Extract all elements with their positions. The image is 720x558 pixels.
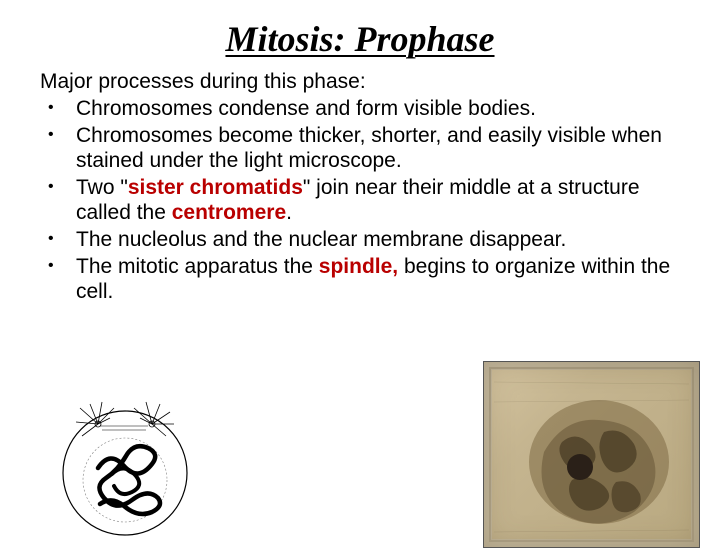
list-item: Chromosomes condense and form visible bo… [40, 96, 680, 122]
intro-text: Major processes during this phase: [40, 70, 680, 94]
prophase-micrograph [483, 361, 700, 548]
prophase-diagram [40, 378, 210, 548]
slide-title: Mitosis: Prophase [0, 18, 720, 60]
list-item: The nucleolus and the nuclear membrane d… [40, 227, 680, 253]
list-item: Chromosomes become thicker, shorter, and… [40, 123, 680, 174]
list-item: Two "sister chromatids" join near their … [40, 175, 680, 226]
image-row [40, 361, 700, 548]
list-item: The mitotic apparatus the spindle, begin… [40, 254, 680, 305]
bullet-list: Chromosomes condense and form visible bo… [40, 96, 680, 305]
content-area: Major processes during this phase: Chrom… [40, 70, 680, 305]
